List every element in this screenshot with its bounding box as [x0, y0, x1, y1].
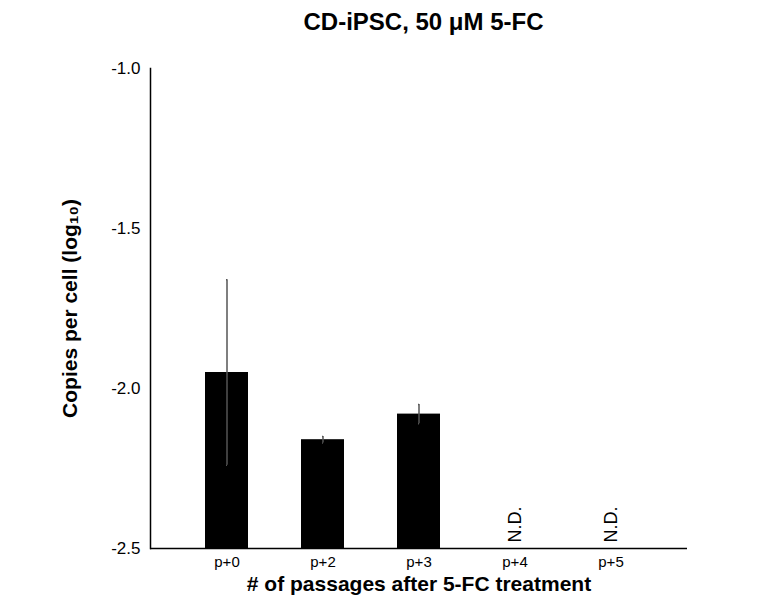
svg-text:p+2: p+2: [310, 553, 335, 570]
svg-text:Copies per cell (log₁₀): Copies per cell (log₁₀): [58, 199, 81, 418]
html-text:CD-iPSC, 50 μM 5-FC: CD-iPSC, 50 μM 5-FC: [303, 8, 544, 35]
svg-text:N.D.: N.D.: [601, 507, 621, 543]
svg-text:-2.0: -2.0: [111, 379, 140, 398]
svg-text:N.D.: N.D.: [505, 507, 525, 543]
svg-text:# of passages after 5-FC treat: # of passages after 5-FC treatment: [247, 572, 591, 595]
svg-text:p+0: p+0: [214, 553, 239, 570]
svg-text:-2.5: -2.5: [111, 539, 140, 558]
svg-text:p+4: p+4: [502, 553, 527, 570]
svg-text:-1.5: -1.5: [111, 219, 140, 238]
svg-text:p+5: p+5: [598, 553, 623, 570]
svg-text:-1.0: -1.0: [111, 59, 140, 78]
svg-text:p+3: p+3: [406, 553, 431, 570]
